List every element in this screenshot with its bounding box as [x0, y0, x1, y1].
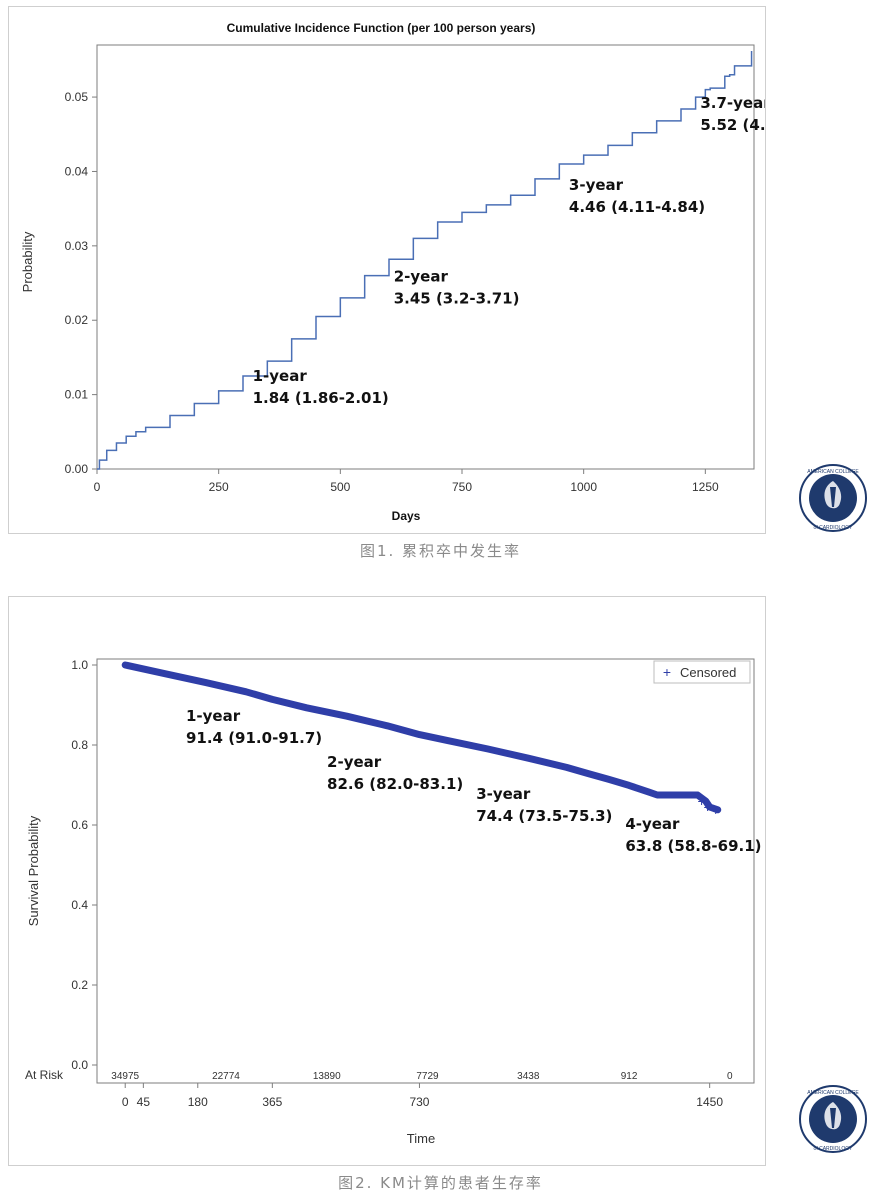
y-axis-label: Survival Probability	[26, 815, 41, 926]
logo-text: AMERICAN COLLEGE	[807, 469, 859, 475]
annotation-label: 4-year	[625, 815, 680, 833]
y-tick-label: 0.0	[71, 1058, 88, 1072]
annotation-value: 4.46 (4.11-4.84)	[569, 198, 705, 216]
plot-frame	[96, 44, 755, 470]
y-tick-label: 0.2	[71, 978, 88, 992]
chart-title: Cumulative Incidence Function (per 100 p…	[227, 21, 536, 35]
at-risk-count: 3438	[517, 1071, 540, 1082]
logo-text: AMERICAN COLLEGE	[807, 1090, 859, 1096]
annotation-value: 63.8 (58.8-69.1)	[625, 837, 761, 855]
annotation-value: 5.52 (4.86-6.24)	[700, 116, 765, 134]
at-risk-count: 22774	[212, 1071, 240, 1082]
annotation-label: 2-year	[394, 268, 449, 286]
annotation-value: 3.45 (3.2-3.71)	[394, 290, 520, 308]
x-tick-label: 730	[409, 1095, 429, 1109]
censor-mark: +	[704, 799, 712, 815]
x-tick-label: 1000	[570, 480, 597, 494]
annotation-value: 91.4 (91.0-91.7)	[186, 729, 322, 747]
x-tick-label: 0	[122, 1095, 129, 1109]
annotation-label: 3.7-year	[700, 94, 765, 112]
figure2-panel: 0.0 0.2 0.4 0.6 0.8 1.0 0 45 180 365 730 1450 + + + +…	[8, 596, 766, 1166]
y-tick-label: 1.0	[71, 658, 88, 672]
figure1-panel: Cumulative Incidence Function (per 100 p…	[8, 6, 837, 534]
annotation-label: 1-year	[186, 707, 241, 725]
x-tick-label: 1450	[696, 1095, 723, 1109]
y-tick-label: 0.04	[65, 164, 89, 178]
plot-frame	[96, 658, 755, 1084]
legend-marker: +	[663, 664, 671, 680]
x-axis-label: Days	[392, 509, 421, 523]
at-risk-count: 0	[727, 1071, 733, 1082]
figure1-caption: 图1. 累积卒中发生率	[359, 542, 522, 560]
y-tick-label: 0.6	[71, 818, 88, 832]
annotation-value: 74.4 (73.5-75.3)	[476, 807, 612, 825]
y-tick-label: 0.05	[65, 90, 89, 104]
at-risk-label: At Risk	[25, 1068, 64, 1082]
x-tick-label: 0	[94, 480, 101, 494]
y-tick-label: 0.03	[65, 239, 89, 253]
at-risk-count: 912	[621, 1071, 638, 1082]
x-tick-label: 250	[209, 480, 229, 494]
y-tick-label: 0.00	[65, 462, 89, 476]
annotation-value: 1.84 (1.86-2.01)	[253, 389, 389, 407]
y-tick-label: 0.02	[65, 313, 89, 327]
censor-mark: +	[698, 793, 706, 809]
acc-logo: AMERICAN COLLEGE of CARDIOLOGY	[798, 463, 868, 538]
censor-mark: +	[693, 787, 701, 803]
at-risk-count: 7729	[416, 1071, 439, 1082]
logo-text-bottom: of CARDIOLOGY	[814, 1146, 854, 1152]
annotation-value: 82.6 (82.0-83.1)	[327, 775, 463, 793]
y-tick-label: 0.8	[71, 738, 88, 752]
x-tick-label: 180	[188, 1095, 208, 1109]
cumulative-incidence-chart: Cumulative Incidence Function (per 100 p…	[20, 21, 837, 523]
legend: + Censored	[653, 660, 751, 684]
annotation-label: 3-year	[569, 176, 624, 194]
cif-line	[97, 50, 753, 470]
km-curve	[121, 661, 722, 814]
km-survival-chart: 0.00.20.40.60.81.0 0 45 180 365 730 1450 +++ +…	[25, 658, 762, 1146]
x-tick-label: 750	[452, 480, 472, 494]
y-axis-label: Probability	[20, 231, 35, 292]
x-axis-label: Time	[407, 1131, 435, 1146]
annotation-label: 2-year	[327, 753, 382, 771]
acc-logo-2: AMERICAN COLLEGE of CARDIOLOGY	[798, 1084, 868, 1159]
annotation-label: 1-year	[253, 367, 308, 385]
at-risk-count: 13890	[313, 1071, 341, 1082]
at-risk-count: 34975	[111, 1071, 139, 1082]
x-tick-label: 500	[330, 480, 350, 494]
x-tick-label: 365	[262, 1095, 282, 1109]
y-tick-label: 0.01	[65, 388, 89, 402]
annotation-label: 3-year	[476, 785, 531, 803]
figure2-caption: 图2. KM计算的患者生存率	[338, 1174, 543, 1192]
censor-mark: +	[712, 802, 720, 818]
x-tick-label: 45	[137, 1095, 151, 1109]
y-tick-label: 0.4	[71, 898, 88, 912]
x-tick-label: 1250	[692, 480, 719, 494]
logo-text-bottom: of CARDIOLOGY	[814, 525, 854, 531]
legend-label: Censored	[680, 665, 736, 680]
